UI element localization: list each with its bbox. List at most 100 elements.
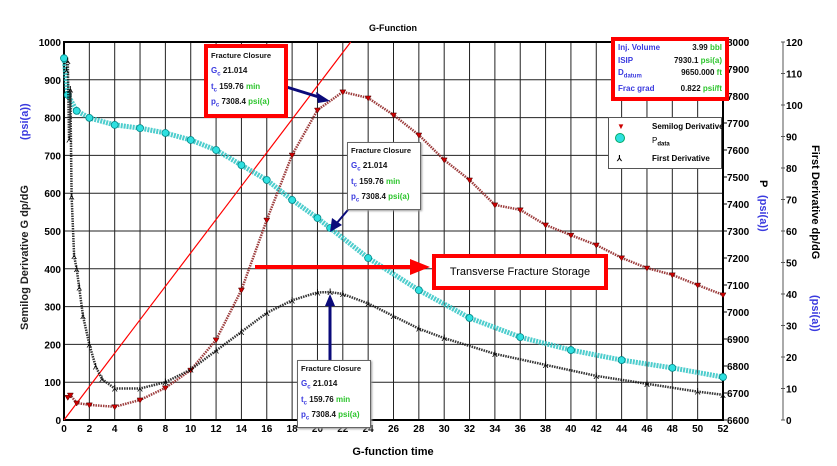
x-tick-label: 12 <box>211 424 223 435</box>
datum-unit: ft <box>716 68 722 77</box>
y-right1-tick-label: 6600 <box>727 416 750 427</box>
first-derivative-point: ⅄ <box>238 327 245 337</box>
p-sub: c <box>215 102 220 109</box>
pdata-point <box>414 286 423 295</box>
x-tick-label: 4 <box>112 424 118 435</box>
y-right1-tick-label: 7400 <box>727 200 750 211</box>
g-label: G <box>211 66 218 75</box>
y-left-tick-label: 200 <box>44 340 61 351</box>
g-value: 21.014 <box>362 161 388 170</box>
semilog-point <box>364 95 372 102</box>
semilog-point <box>542 222 550 229</box>
y-left-tick-label: 1000 <box>39 38 62 49</box>
semilog-point <box>415 132 423 139</box>
closure-arrowhead-bottom <box>325 294 335 306</box>
first-derivative-point: ⅄ <box>326 287 333 297</box>
first-derivative-point: ⅄ <box>440 333 447 343</box>
x-tick-label: 38 <box>540 424 552 435</box>
closure-title: Fracture Closure <box>351 146 412 155</box>
datum-value: 9650.000 <box>681 68 715 77</box>
semilog-point <box>618 255 626 262</box>
semilog-point <box>161 385 169 392</box>
first-derivative-point: ⅄ <box>79 311 86 321</box>
x-tick-label: 34 <box>489 424 501 435</box>
y-right1-tick-label: 7700 <box>727 119 750 130</box>
y-right2-tick-label: 70 <box>786 196 798 207</box>
pdata-point <box>212 146 220 154</box>
pdata-point <box>567 346 575 354</box>
x-tick-label: 28 <box>413 424 425 435</box>
x-tick-label: 42 <box>591 424 603 435</box>
y-right1-tick-label: 7600 <box>727 146 750 157</box>
first-derivative-point: ⅄ <box>64 56 71 66</box>
semilog-point <box>440 157 448 164</box>
job-info-box: Inj. Volume 3.99 bbl ISIP 7930.1 psi(a) Dd… <box>611 37 729 101</box>
y-right1-unit: (psi(a)) <box>757 195 769 232</box>
closure-box-mid: Fracture Closure Gc 21.014 tc 159.76 min… <box>347 142 421 210</box>
frac-grad-value: 0.822 <box>680 84 701 94</box>
semilog-point <box>111 404 119 411</box>
series-line <box>61 57 724 380</box>
frac-grad-label: Frac grad <box>618 84 655 94</box>
semilog-point <box>592 242 600 249</box>
x-tick-label: 46 <box>641 424 653 435</box>
x-tick-label: 22 <box>337 424 349 435</box>
isip-unit: psi(a) <box>700 55 722 65</box>
transverse-storage-text: Transverse Fracture Storage <box>449 266 591 278</box>
semilog-point <box>73 400 81 407</box>
x-tick-label: 6 <box>137 424 143 435</box>
inj-volume-unit: bbl <box>710 43 722 52</box>
p-value: 7308.4 <box>361 192 386 202</box>
x-tick-label: 32 <box>464 424 476 435</box>
semilog-point <box>694 282 702 289</box>
first-derivative-point: ⅄ <box>65 135 72 145</box>
y-left-unit: (psi(a)) <box>19 103 31 140</box>
inj-volume-value: 3.99 <box>692 43 708 52</box>
semilog-point <box>643 265 651 272</box>
p-unit: psi(a) <box>388 192 410 202</box>
y-left-tick-label: 700 <box>44 151 61 162</box>
x-tick-label: 52 <box>717 424 729 435</box>
semilog-point <box>66 392 74 399</box>
p-unit: psi(a) <box>248 97 270 107</box>
tangent-line <box>63 41 352 421</box>
semilog-point <box>668 272 676 279</box>
semilog-point <box>491 202 499 209</box>
legend-first-derivative: First Derivative <box>652 153 710 163</box>
y-left-label: Semilog Derivative G dp/dG <box>19 185 31 330</box>
p-sub: c <box>305 415 310 422</box>
closure-arrowhead-top <box>316 92 330 103</box>
y-left-tick-label: 300 <box>44 303 61 314</box>
y-left-tick-label: 100 <box>44 378 61 389</box>
semilog-point <box>237 287 245 294</box>
y-right2-tick-label: 20 <box>786 353 798 364</box>
semilog-point <box>516 207 524 214</box>
x-tick-label: 10 <box>185 424 197 435</box>
y-right2-unit: (psi(a)) <box>809 295 821 332</box>
y-right2-tick-label: 120 <box>786 38 803 49</box>
x-tick-label: 0 <box>61 424 67 435</box>
x-axis-label: G-function time <box>352 446 433 458</box>
semilog-point <box>719 292 727 299</box>
first-derivative-point: ⅄ <box>212 346 219 356</box>
y-right1-tick-label: 7100 <box>727 281 750 292</box>
pdata-point <box>516 333 525 342</box>
first-derivative-point: ⅄ <box>68 191 75 201</box>
pdata-point <box>465 314 474 322</box>
first-derivative-point: ⅄ <box>314 287 321 297</box>
pdata-point <box>110 120 119 129</box>
y-right2-tick-label: 30 <box>786 322 798 333</box>
semilog-point <box>567 232 575 239</box>
inj-volume-label: Inj. Volume <box>618 43 661 52</box>
p-unit: psi(a) <box>338 410 360 420</box>
t-unit: min <box>385 176 401 186</box>
legend-pdata: P <box>652 136 658 145</box>
first-derivative-point: ⅄ <box>73 264 80 274</box>
semilog-point <box>136 397 144 404</box>
y-left-tick-label: 800 <box>44 114 61 125</box>
p-sub: c <box>355 197 360 204</box>
first-derivative-point: ⅄ <box>63 65 70 75</box>
p-label: p <box>301 410 306 420</box>
first-derivative-point: ⅄ <box>136 384 143 394</box>
pdata-point <box>313 214 322 222</box>
